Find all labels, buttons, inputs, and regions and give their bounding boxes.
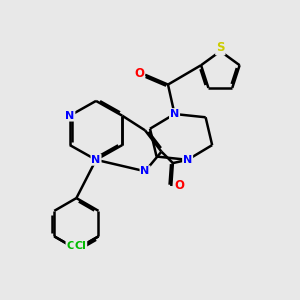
- Text: O: O: [174, 179, 184, 193]
- Text: S: S: [216, 41, 225, 54]
- Text: N: N: [183, 155, 192, 165]
- Text: O: O: [134, 67, 144, 80]
- Text: Cl: Cl: [74, 241, 86, 251]
- Text: Cl: Cl: [66, 241, 78, 251]
- Text: N: N: [92, 155, 100, 165]
- Text: N: N: [170, 109, 179, 119]
- Text: N: N: [140, 166, 150, 176]
- Text: N: N: [65, 111, 74, 121]
